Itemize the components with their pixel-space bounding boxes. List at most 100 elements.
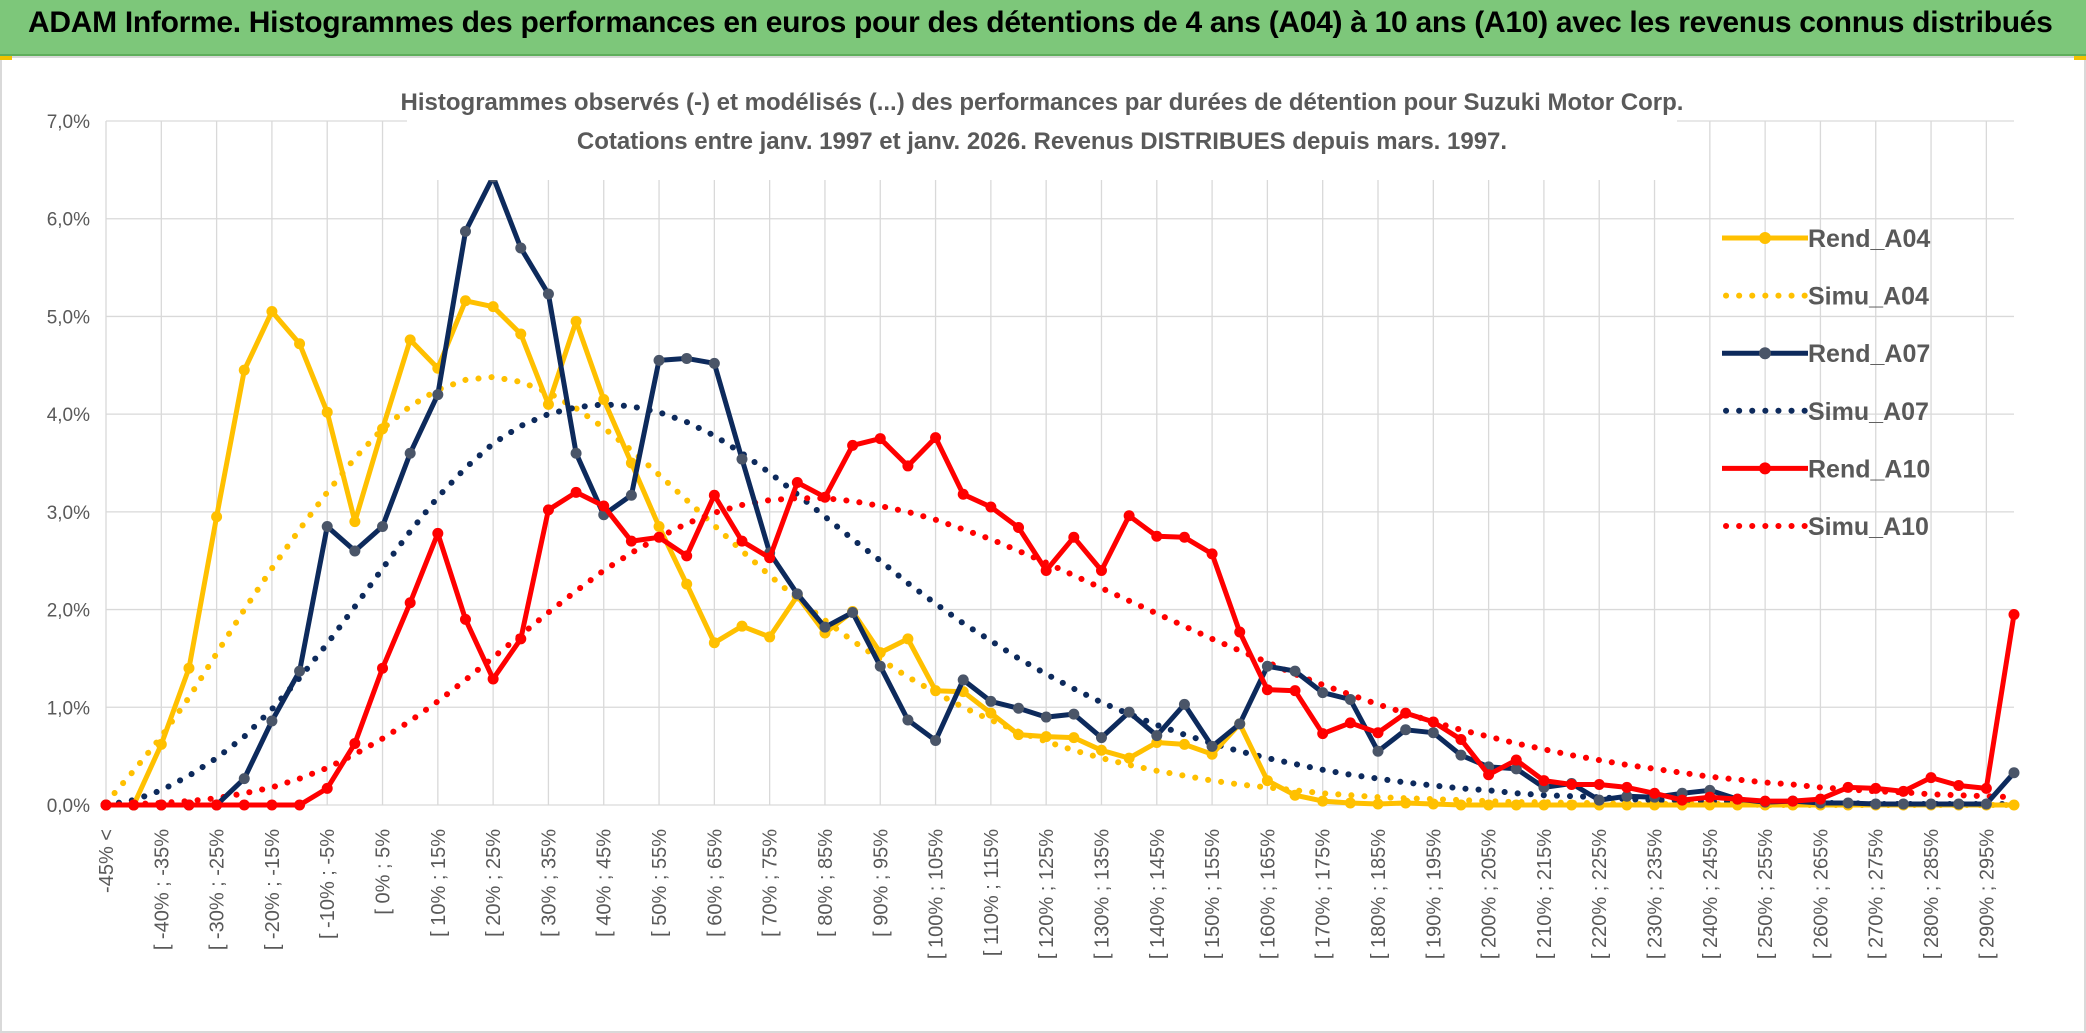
report-title: ADAM Informe. Histogrammes des performan… (28, 6, 2053, 39)
data-point-rend-a07 (1400, 724, 1412, 736)
series-line-rend-a07 (106, 174, 2016, 808)
data-point-rend-a07 (819, 621, 831, 633)
x-tick-label: [ 120% ; 125% (1036, 829, 1058, 959)
x-tick-label: [ -40% ; -35% (151, 829, 173, 950)
data-point-rend-a04 (653, 521, 665, 533)
report-banner: ADAM Informe. Histogrammes des performan… (0, 0, 2086, 56)
data-point-rend-a07 (874, 660, 886, 672)
data-point-rend-a04 (1289, 789, 1301, 801)
data-point-rend-a04 (1123, 752, 1135, 764)
data-point-rend-a07 (1510, 763, 1522, 775)
data-point-rend-a07 (1842, 797, 1854, 809)
legend-label-rend-a07: Rend_A07 (1808, 340, 1930, 368)
data-point-rend-a04 (1068, 732, 1080, 744)
data-point-rend-a07 (238, 773, 250, 785)
data-point-rend-a10 (1013, 521, 1025, 533)
data-point-rend-a10 (874, 433, 886, 445)
data-point-rend-a07 (930, 735, 942, 747)
data-point-rend-a10 (1842, 781, 1854, 793)
data-point-rend-a10 (1427, 716, 1439, 728)
data-point-rend-a04 (1427, 798, 1439, 810)
data-point-rend-a10 (211, 799, 223, 811)
data-point-rend-a04 (155, 738, 167, 750)
data-point-rend-a10 (1234, 626, 1246, 638)
data-point-rend-a07 (847, 607, 859, 619)
x-tick-label: [ 220% ; 225% (1589, 829, 1611, 959)
data-point-rend-a07 (791, 588, 803, 600)
data-point-rend-a10 (515, 633, 527, 645)
x-tick-label: [ 50% ; 55% (649, 829, 671, 937)
data-point-rend-a04 (487, 301, 499, 313)
data-point-rend-a10 (1400, 707, 1412, 719)
legend-label-rend-a10: Rend_A10 (1808, 455, 1930, 483)
data-point-rend-a04 (1538, 799, 1550, 811)
data-point-rend-a10 (266, 799, 278, 811)
data-point-rend-a04 (238, 364, 250, 376)
data-point-rend-a10 (1040, 564, 1052, 576)
data-point-rend-a10 (459, 613, 471, 625)
data-point-rend-a04 (1455, 799, 1467, 811)
data-point-rend-a07 (1151, 730, 1163, 742)
data-point-rend-a07 (1953, 798, 1965, 810)
data-point-rend-a04 (515, 328, 527, 340)
data-point-rend-a04 (1261, 775, 1273, 787)
legend-label-rend-a04: Rend_A04 (1808, 225, 1930, 253)
data-point-rend-a04 (1510, 799, 1522, 811)
data-point-rend-a07 (294, 665, 306, 677)
chart-legend: Rend_A04 Simu_A04 Rend_A07 Simu_A07 Rend_A10… (1722, 225, 1930, 541)
chart-subtitle: Cotations entre janv. 1997 et janv. 2026… (577, 128, 1507, 155)
data-point-rend-a07 (1980, 798, 1992, 810)
data-point-rend-a10 (542, 504, 554, 516)
series-line-simu-a04 (103, 373, 2017, 808)
data-point-rend-a07 (349, 545, 361, 557)
data-point-rend-a07 (1234, 718, 1246, 730)
x-tick-label: [ 250% ; 255% (1755, 829, 1777, 959)
data-point-rend-a04 (681, 578, 693, 590)
data-point-rend-a07 (404, 447, 416, 459)
data-point-rend-a10 (1731, 793, 1743, 805)
data-point-rend-a10 (902, 460, 914, 472)
data-point-rend-a07 (681, 352, 693, 364)
x-tick-label: [ 210% ; 215% (1534, 829, 1556, 959)
data-point-rend-a10 (1151, 530, 1163, 542)
data-point-rend-a10 (100, 799, 112, 811)
corner-marker (2074, 56, 2086, 60)
data-point-rend-a04 (736, 620, 748, 632)
x-tick-label: [ 160% ; 165% (1257, 829, 1279, 959)
data-point-rend-a10 (1787, 795, 1799, 807)
data-point-rend-a10 (1704, 791, 1716, 803)
data-point-rend-a04 (294, 338, 306, 350)
data-point-rend-a10 (1980, 782, 1992, 794)
data-point-rend-a04 (349, 516, 361, 528)
data-point-rend-a07 (1870, 798, 1882, 810)
data-point-rend-a07 (1261, 660, 1273, 672)
data-point-rend-a10 (1123, 510, 1135, 522)
x-tick-label: [ 200% ; 205% (1479, 829, 1501, 959)
data-point-rend-a10 (1953, 779, 1965, 791)
data-point-rend-a04 (1400, 797, 1412, 809)
data-point-rend-a10 (183, 799, 195, 811)
data-point-rend-a10 (321, 782, 333, 794)
data-point-rend-a07 (1344, 693, 1356, 705)
data-point-rend-a04 (266, 306, 278, 318)
legend-label-simu-a04: Simu_A04 (1808, 283, 1929, 311)
data-point-rend-a04 (874, 647, 886, 659)
data-point-rend-a10 (957, 488, 969, 500)
x-tick-label: [ 290% ; 295% (1976, 829, 1998, 959)
data-point-rend-a04 (598, 393, 610, 405)
data-point-rend-a10 (1593, 778, 1605, 790)
data-point-rend-a04 (183, 662, 195, 674)
data-point-rend-a07 (1068, 708, 1080, 720)
grid-lines (105, 120, 2014, 806)
x-tick-label: [ 100% ; 105% (926, 829, 948, 959)
data-point-rend-a07 (1040, 711, 1052, 723)
data-point-rend-a10 (1510, 754, 1522, 766)
y-tick-label: 3,0% (47, 503, 90, 524)
data-point-rend-a07 (1095, 732, 1107, 744)
data-point-rend-a10 (791, 477, 803, 489)
data-point-rend-a04 (570, 315, 582, 327)
data-point-rend-a07 (1455, 749, 1467, 761)
data-point-rend-a10 (294, 799, 306, 811)
data-point-rend-a04 (1206, 748, 1218, 760)
data-point-rend-a10 (1372, 727, 1384, 739)
